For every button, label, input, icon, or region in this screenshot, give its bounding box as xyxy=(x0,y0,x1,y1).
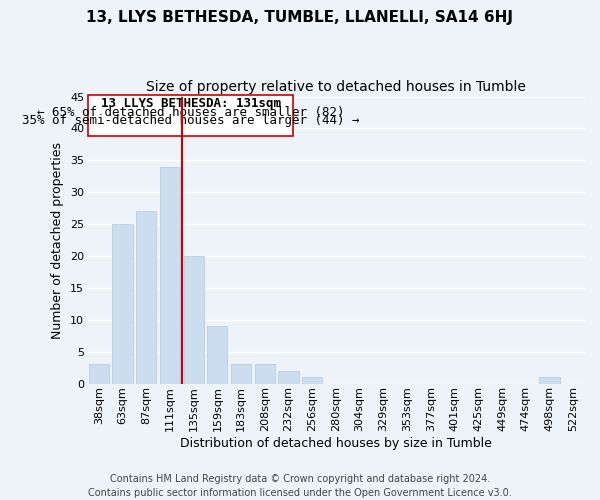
Bar xyxy=(112,224,133,384)
Bar xyxy=(89,364,109,384)
Bar xyxy=(88,96,293,136)
Text: Contains HM Land Registry data © Crown copyright and database right 2024.
Contai: Contains HM Land Registry data © Crown c… xyxy=(88,474,512,498)
Text: ← 65% of detached houses are smaller (82): ← 65% of detached houses are smaller (82… xyxy=(37,106,344,119)
X-axis label: Distribution of detached houses by size in Tumble: Distribution of detached houses by size … xyxy=(180,437,492,450)
Bar xyxy=(184,256,203,384)
Bar xyxy=(160,166,180,384)
Bar xyxy=(278,371,299,384)
Bar xyxy=(231,364,251,384)
Bar xyxy=(136,212,156,384)
Text: 13 LLYS BETHESDA: 131sqm: 13 LLYS BETHESDA: 131sqm xyxy=(101,97,281,110)
Bar xyxy=(539,377,560,384)
Text: 35% of semi-detached houses are larger (44) →: 35% of semi-detached houses are larger (… xyxy=(22,114,359,128)
Bar xyxy=(207,326,227,384)
Bar xyxy=(254,364,275,384)
Y-axis label: Number of detached properties: Number of detached properties xyxy=(52,142,64,338)
Text: 13, LLYS BETHESDA, TUMBLE, LLANELLI, SA14 6HJ: 13, LLYS BETHESDA, TUMBLE, LLANELLI, SA1… xyxy=(86,10,514,25)
Title: Size of property relative to detached houses in Tumble: Size of property relative to detached ho… xyxy=(146,80,526,94)
Bar xyxy=(302,377,322,384)
